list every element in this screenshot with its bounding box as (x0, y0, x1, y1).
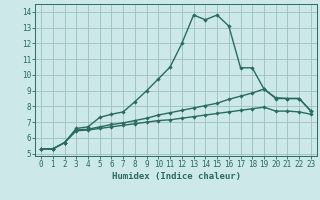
X-axis label: Humidex (Indice chaleur): Humidex (Indice chaleur) (111, 172, 241, 181)
